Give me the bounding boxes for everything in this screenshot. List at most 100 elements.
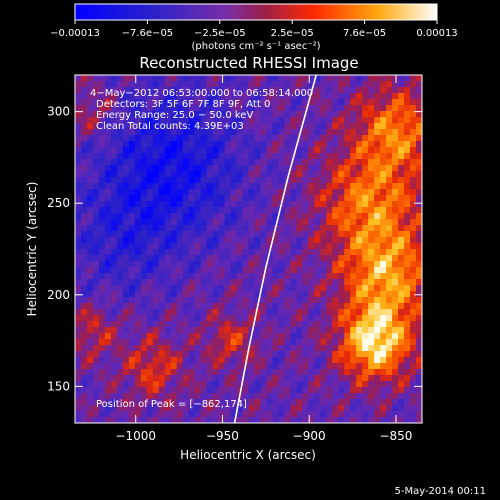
heatmap-cell — [182, 375, 190, 382]
heatmap-cell — [116, 87, 124, 94]
heatmap-cell — [380, 165, 387, 172]
heatmap-cell — [386, 75, 393, 82]
heatmap-cell — [75, 303, 82, 310]
heatmap-cell — [320, 285, 327, 292]
heatmap-cell — [266, 183, 274, 190]
heatmap-cell — [296, 309, 303, 316]
heatmap-cell — [260, 321, 268, 328]
heatmap-cell — [404, 75, 411, 82]
heatmap-cell — [302, 213, 309, 220]
heatmap-cell — [188, 309, 196, 316]
heatmap-cell — [308, 411, 315, 418]
heatmap-cell — [350, 75, 357, 82]
heatmap-cell — [80, 183, 88, 190]
heatmap-cell — [308, 273, 315, 280]
heatmap-cell — [254, 231, 262, 238]
heatmap-cell — [92, 153, 100, 160]
heatmap-cell — [152, 243, 160, 250]
heatmap-cell — [392, 381, 399, 388]
heatmap-cell — [260, 279, 268, 286]
heatmap-cell — [128, 159, 136, 166]
heatmap-cell — [302, 261, 309, 268]
heatmap-cell — [272, 303, 280, 310]
heatmap-cell — [110, 273, 118, 280]
heatmap-cell — [296, 237, 303, 244]
heatmap-cell — [236, 231, 244, 238]
heatmap-cell — [314, 417, 321, 423]
heatmap-cell — [104, 363, 112, 370]
heatmap-cell — [356, 177, 363, 184]
heatmap-cell — [75, 393, 82, 400]
heatmap-cell — [164, 411, 172, 418]
heatmap-cell — [278, 285, 285, 292]
heatmap-cell — [158, 273, 166, 280]
heatmap-cell — [320, 417, 327, 423]
heatmap-cell — [98, 135, 106, 142]
heatmap-cell — [254, 285, 262, 292]
heatmap-cell — [416, 339, 422, 346]
heatmap-cell — [134, 135, 142, 142]
y-tick-label: 250 — [47, 196, 70, 210]
heatmap-cell — [170, 381, 178, 388]
heatmap-cell — [344, 267, 351, 274]
heatmap-cell — [86, 207, 94, 214]
heatmap-cell — [266, 231, 274, 238]
heatmap-cell — [164, 387, 172, 394]
heatmap-cell — [254, 405, 262, 412]
heatmap-cell — [152, 303, 160, 310]
heatmap-cell — [80, 225, 88, 232]
heatmap-cell — [134, 363, 142, 370]
heatmap-cell — [206, 147, 214, 154]
heatmap-cell — [410, 303, 417, 310]
heatmap-cell — [224, 243, 232, 250]
heatmap-cell — [266, 87, 274, 94]
heatmap-cell — [110, 261, 118, 268]
heatmap-cell — [110, 285, 118, 292]
heatmap-cell — [404, 369, 411, 376]
heatmap-cell — [380, 117, 387, 124]
heatmap-cell — [146, 375, 154, 382]
heatmap-cell — [140, 219, 148, 226]
heatmap-cell — [296, 165, 303, 172]
heatmap-cell — [158, 387, 166, 394]
heatmap-cell — [338, 285, 345, 292]
heatmap-cell — [170, 207, 178, 214]
heatmap-cell — [290, 123, 297, 130]
heatmap-cell — [260, 141, 268, 148]
heatmap-cell — [356, 171, 363, 178]
heatmap-cell — [200, 111, 208, 118]
heatmap-cell — [194, 255, 202, 262]
heatmap-cell — [116, 207, 124, 214]
heatmap-cell — [140, 231, 148, 238]
heatmap-cell — [80, 405, 88, 412]
heatmap-cell — [386, 147, 393, 154]
heatmap-cell — [92, 87, 100, 94]
heatmap-cell — [122, 231, 130, 238]
heatmap-cell — [176, 99, 184, 106]
heatmap-cell — [218, 153, 226, 160]
heatmap-cell — [122, 165, 130, 172]
heatmap-cell — [206, 225, 214, 232]
heatmap-cell — [404, 297, 411, 304]
heatmap-cell — [296, 87, 303, 94]
heatmap-cell — [110, 297, 118, 304]
heatmap-cell — [188, 321, 196, 328]
heatmap-cell — [242, 189, 250, 196]
heatmap-cell — [404, 339, 411, 346]
heatmap-cell — [212, 207, 220, 214]
heatmap-cell — [374, 297, 381, 304]
heatmap-cell — [266, 405, 274, 412]
heatmap-cell — [140, 237, 148, 244]
heatmap-cell — [75, 165, 82, 172]
heatmap-cell — [146, 135, 154, 142]
heatmap-cell — [224, 315, 232, 322]
heatmap-cell — [176, 213, 184, 220]
heatmap-cell — [404, 249, 411, 256]
heatmap-cell — [104, 207, 112, 214]
heatmap-cell — [248, 237, 256, 244]
heatmap-cell — [248, 177, 256, 184]
heatmap-cell — [188, 417, 196, 423]
heatmap-cell — [248, 93, 256, 100]
heatmap-cell — [188, 219, 196, 226]
